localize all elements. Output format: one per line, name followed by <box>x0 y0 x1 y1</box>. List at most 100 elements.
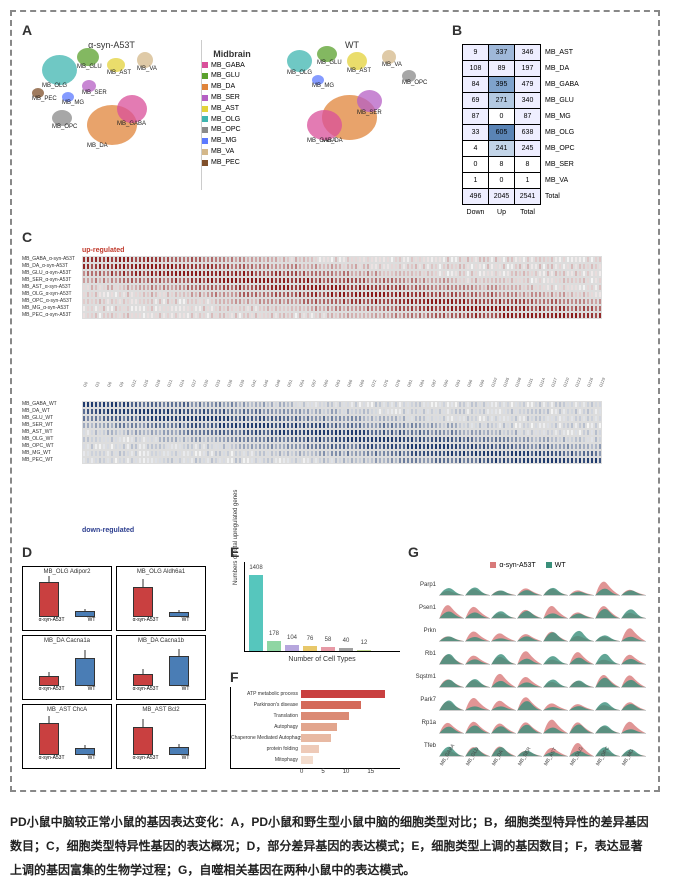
c-row-label: MB_GABA_WT <box>22 401 82 408</box>
cluster-label: MB_PEC <box>32 96 57 102</box>
box-xlabel: WT <box>88 755 96 761</box>
ridge-cell <box>621 597 646 619</box>
g-legend-item: WT <box>546 562 566 569</box>
box-xlabel: α-syn-A53T <box>133 755 159 761</box>
cluster-label: MB_VA <box>382 62 402 68</box>
legend-label: MB_PEC <box>211 158 240 168</box>
box-title: MB_OLG Aldh6a1 <box>117 567 205 575</box>
ridge-cell <box>439 689 464 711</box>
ridge-cell <box>517 620 542 642</box>
bar-chart: 140817810476584012 <box>244 562 400 652</box>
ridge-cell <box>517 666 542 688</box>
c-heatmap-up: MB_GABA_α-syn-A53TMB_DA_α-syn-A53TMB_GLU… <box>22 256 642 382</box>
b-row-label: MB_SER <box>541 157 584 173</box>
b-cell: 33 <box>463 125 489 141</box>
panel-d: D MB_OLG Adipor2α-syn-A53TWT MB_OLG Aldh6… <box>22 544 222 780</box>
legend-label: MB_OLG <box>211 115 240 125</box>
b-cell: 395 <box>489 77 515 93</box>
box-xlabel: WT <box>88 686 96 692</box>
b-cell: 84 <box>463 77 489 93</box>
cluster-label: MB_AST <box>347 68 371 74</box>
legend-swatch <box>202 106 208 112</box>
c-row-label: MB_PEC_α-syn-A53T <box>22 312 82 319</box>
panel-e: E Numbers of total upregulated genes 140… <box>230 544 400 663</box>
cluster-label: MB_GLU <box>77 64 102 70</box>
c-col-labels: G0G3G6G9G12G15G18G21G24G27G30G33G36G39G4… <box>82 382 642 387</box>
cluster-label: MB_DA <box>87 143 108 149</box>
c-row-label: MB_OPC_α-syn-A53T <box>22 298 82 305</box>
e-bar: 104 <box>285 645 299 651</box>
c-cell <box>598 305 602 312</box>
mid-title: Midbrain <box>202 48 262 61</box>
c-row-label: MB_GLU_WT <box>22 415 82 422</box>
g-row-label: Prkn <box>408 620 438 642</box>
ridge-cell <box>543 620 568 642</box>
ridge-cell <box>595 597 620 619</box>
box-plot: MB_OLG Adipor2α-syn-A53TWT <box>22 566 112 631</box>
f-xtick: 5 <box>321 769 324 775</box>
ridge-cell <box>621 689 646 711</box>
ridge-cell <box>465 574 490 596</box>
box-a53t <box>133 674 153 686</box>
box-xlabel: α-syn-A53T <box>39 755 65 761</box>
b-cell: 89 <box>489 61 515 77</box>
legend-item: MB_GLU <box>202 71 262 81</box>
scatter-left-title: α-syn-A53T <box>22 40 201 50</box>
ridge-cell <box>569 643 594 665</box>
ridge-cell <box>491 620 516 642</box>
c-row-label: MB_OLG_WT <box>22 436 82 443</box>
panel-b: B 9337346MB_AST10889197MB_DA84395479MB_G… <box>452 22 642 221</box>
ridge-cell <box>465 643 490 665</box>
panel-g: G α-syn-A53TWT Parp1Psen1PrknRb1Sqstm1Pa… <box>408 544 648 780</box>
box-a53t <box>133 727 153 755</box>
ridge-cell <box>595 620 620 642</box>
panel-b-label: B <box>452 22 462 38</box>
f-bar-label: Chaperone Mediated Autophagy <box>231 735 301 741</box>
cluster-label: MB_AST <box>107 70 131 76</box>
figure-caption: PD小鼠中脑较正常小鼠的基因表达变化：A，PD小鼠和野生型小鼠中脑的细胞类型对比… <box>10 810 650 882</box>
g-row-label: Sqstm1 <box>408 666 438 688</box>
e-bar: 12 <box>357 650 371 651</box>
figure-panel: A α-syn-A53T MB_OLGMB_GLUMB_ASTMB_VAMB_S… <box>10 10 660 792</box>
c-cell <box>598 298 602 305</box>
b-table: 9337346MB_AST10889197MB_DA84395479MB_GAB… <box>462 44 584 221</box>
box-a53t <box>133 587 153 617</box>
cluster-label: MB_GLU <box>317 60 342 66</box>
ridge-cell <box>569 666 594 688</box>
c-row-label: MB_GLU_α-syn-A53T <box>22 270 82 277</box>
e-bar: 1408 <box>249 575 263 650</box>
ridge-cell <box>491 597 516 619</box>
ridge-cell <box>517 574 542 596</box>
ridge-cell <box>543 643 568 665</box>
panel-g-label: G <box>408 544 419 560</box>
f-bar <box>301 723 337 731</box>
ridge-cell <box>491 666 516 688</box>
legend-label: MB_GLU <box>211 71 240 81</box>
b-cell: 2045 <box>489 189 515 205</box>
b-row-label: Total <box>541 189 584 205</box>
row-defg: D MB_OLG Adipor2α-syn-A53TWT MB_OLG Aldh6… <box>22 534 648 780</box>
c-cell <box>598 277 602 284</box>
b-cell: 0 <box>489 109 515 125</box>
row-ab: A α-syn-A53T MB_OLGMB_GLUMB_ASTMB_VAMB_S… <box>22 22 648 221</box>
b-cell: 0 <box>489 173 515 189</box>
cluster-label: MB_OPC <box>402 80 427 86</box>
g-legend-item: α-syn-A53T <box>490 562 535 569</box>
c-cell <box>598 408 602 415</box>
ridge-cell <box>465 597 490 619</box>
box-wt <box>75 611 95 617</box>
cluster-blob <box>117 95 147 123</box>
panel-d-label: D <box>22 544 32 560</box>
cluster-label: MB_VA <box>137 66 157 72</box>
cluster-blob <box>307 110 342 140</box>
c-row-label: MB_DA_α-syn-A53T <box>22 263 82 270</box>
box-wt <box>169 656 189 686</box>
ridge-cell <box>595 666 620 688</box>
c-row-label: MB_MG_α-syn-A53T <box>22 305 82 312</box>
b-row-label: MB_DA <box>541 61 584 77</box>
legend-item: MB_OPC <box>202 125 262 135</box>
b-cell: 87 <box>515 109 541 125</box>
ridge-cell <box>439 574 464 596</box>
legend-item: MB_DA <box>202 82 262 92</box>
legend-a: Midbrain MB_GABAMB_GLUMB_DAMB_SERMB_ASTM… <box>202 40 262 190</box>
